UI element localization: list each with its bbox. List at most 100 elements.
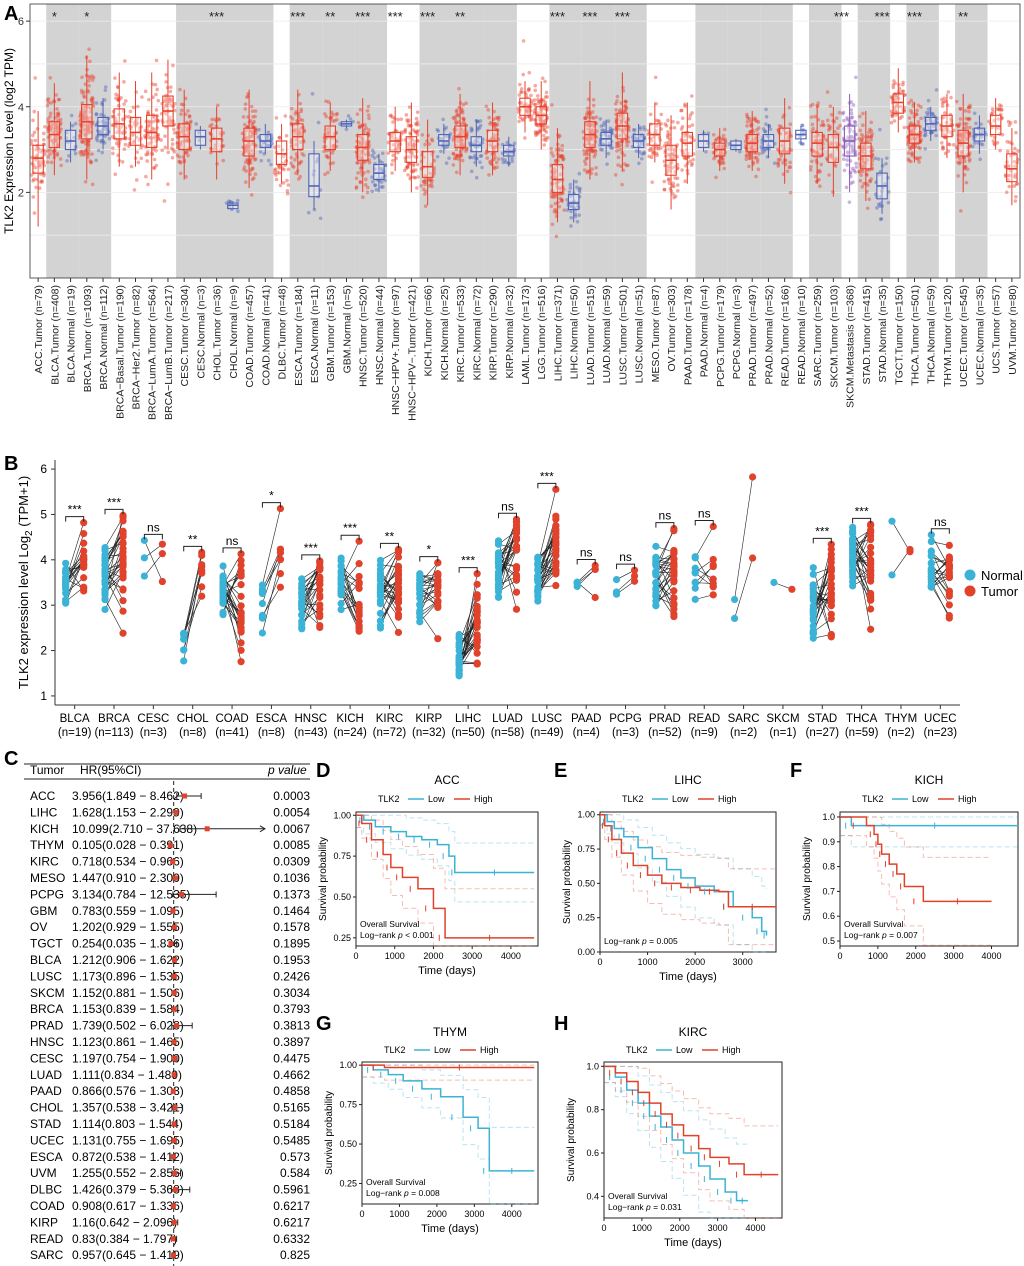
- data-point: [355, 112, 360, 116]
- hr-point: [170, 1236, 176, 1242]
- data-point: [175, 153, 180, 158]
- box-iqr: [567, 193, 580, 211]
- data-point: [32, 177, 36, 182]
- data-point: [569, 209, 573, 214]
- normal-point: [691, 554, 699, 562]
- data-point: [624, 106, 629, 110]
- significance-mark: *: [426, 543, 431, 557]
- row-hr: 1.426(0.379 − 5.368): [72, 1183, 184, 1197]
- data-point: [250, 132, 255, 136]
- data-point: [89, 97, 94, 102]
- data-point: [147, 123, 151, 127]
- data-point: [415, 162, 420, 167]
- box-iqr: [32, 144, 44, 174]
- data-point: [849, 108, 854, 112]
- data-point: [330, 151, 335, 155]
- data-point: [325, 132, 330, 136]
- data-point: [236, 209, 240, 214]
- data-point: [297, 161, 302, 166]
- row-tumor: LIHC: [30, 805, 58, 819]
- tumor-point: [394, 605, 403, 613]
- shade-band: [289, 4, 323, 278]
- tumor-point: [748, 554, 757, 562]
- data-point: [818, 184, 822, 189]
- data-point: [35, 127, 40, 131]
- data-point: [88, 124, 92, 129]
- data-point: [845, 163, 849, 167]
- data-point: [81, 140, 85, 144]
- data-point: [80, 90, 84, 95]
- data-point: [91, 100, 95, 104]
- data-point: [152, 157, 157, 162]
- tumor-point: [473, 611, 481, 620]
- normal-point: [809, 610, 817, 619]
- data-point: [892, 119, 897, 123]
- data-point: [265, 143, 270, 148]
- data-point: [56, 111, 61, 115]
- data-point: [959, 209, 963, 213]
- data-point: [858, 128, 863, 133]
- tumor-point: [80, 547, 88, 555]
- data-point: [45, 98, 50, 102]
- data-point: [411, 145, 416, 150]
- row-hr: 1.16(0.642 − 2.096): [72, 1215, 177, 1229]
- data-point: [538, 99, 543, 104]
- data-point: [38, 180, 43, 184]
- data-point: [49, 160, 54, 165]
- tumor-point: [867, 605, 875, 613]
- row-tumor: PAAD: [30, 1084, 62, 1098]
- row-pvalue: 0.825: [280, 1248, 310, 1262]
- data-point: [87, 130, 91, 135]
- data-point: [577, 213, 582, 217]
- data-point: [391, 143, 396, 147]
- data-point: [120, 117, 125, 122]
- row-pvalue: 0.6217: [273, 1199, 310, 1213]
- normal-point: [927, 537, 935, 546]
- data-point: [86, 104, 91, 109]
- hr-point: [171, 1121, 177, 1127]
- tumor-point: [394, 628, 403, 637]
- data-point: [324, 127, 329, 132]
- data-point: [46, 97, 51, 101]
- data-point: [813, 114, 817, 119]
- data-point: [402, 168, 407, 173]
- data-point: [764, 114, 769, 119]
- normal-point: [101, 580, 109, 588]
- data-point: [244, 137, 248, 141]
- data-point: [407, 162, 411, 166]
- data-point: [114, 96, 118, 101]
- data-point: [90, 182, 95, 187]
- data-point: [923, 147, 928, 151]
- data-point: [756, 167, 761, 172]
- data-point: [372, 151, 376, 155]
- shade-band: [809, 4, 842, 278]
- data-point: [623, 99, 627, 104]
- normal-point: [298, 611, 306, 619]
- data-point: [299, 107, 304, 112]
- data-point: [178, 87, 182, 92]
- data-point: [54, 93, 58, 97]
- tumor-point: [355, 560, 363, 568]
- normal-point: [730, 595, 739, 604]
- data-point: [891, 85, 896, 90]
- box-iqr: [275, 140, 288, 166]
- data-point: [87, 47, 91, 51]
- data-point: [136, 160, 141, 165]
- data-point: [404, 166, 409, 171]
- data-point: [217, 117, 222, 122]
- data-point: [416, 122, 420, 127]
- x-tick-label: PCPG.Tumor (n=179): [715, 285, 727, 387]
- x-category-label: KIRP: [415, 713, 442, 725]
- data-point: [358, 180, 363, 185]
- data-point: [314, 159, 319, 164]
- data-point: [54, 126, 59, 130]
- data-point: [618, 147, 622, 152]
- data-point: [83, 131, 87, 136]
- data-point: [439, 149, 443, 154]
- tumor-point: [80, 554, 88, 562]
- hr-point: [171, 1137, 177, 1143]
- data-point: [876, 157, 881, 161]
- data-point: [152, 166, 156, 170]
- normal-point: [494, 570, 503, 578]
- data-point: [310, 92, 315, 96]
